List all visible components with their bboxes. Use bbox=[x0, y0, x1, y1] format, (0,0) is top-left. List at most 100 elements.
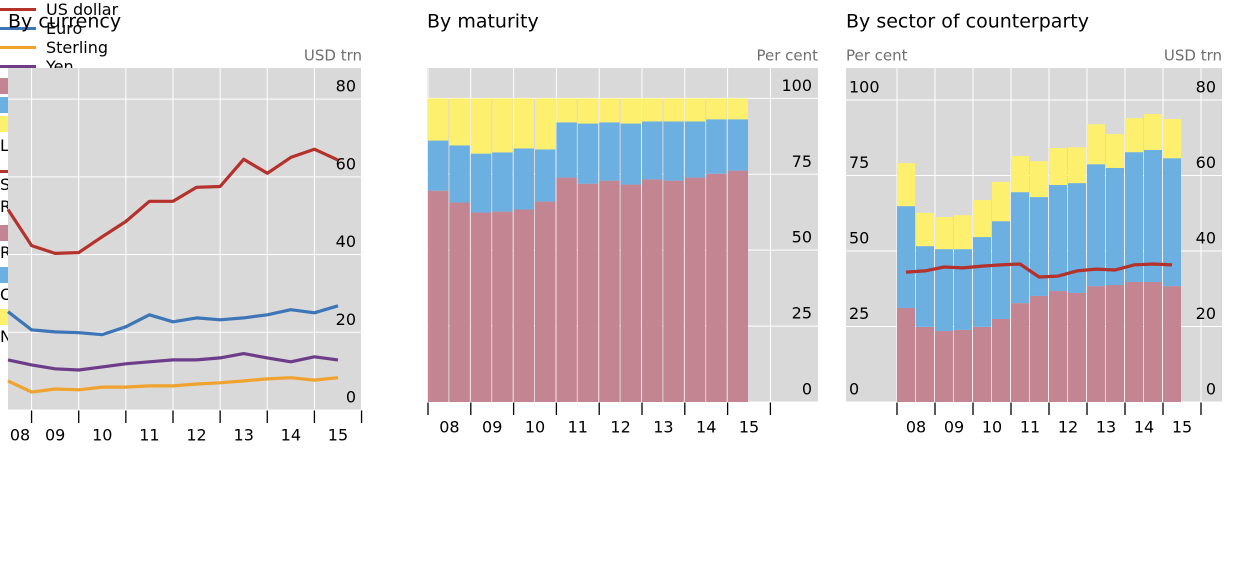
x-tick-label: 08 bbox=[906, 418, 926, 437]
bar-segment bbox=[556, 177, 577, 402]
legend-item: Sterling bbox=[0, 38, 1250, 57]
bar-segment bbox=[1163, 158, 1181, 287]
bar-segment bbox=[663, 121, 684, 181]
bar-segment bbox=[727, 98, 748, 120]
line-series bbox=[6, 147, 339, 255]
legend-label: Sterling bbox=[46, 38, 109, 57]
bar-segment bbox=[428, 98, 449, 141]
bar-segment bbox=[449, 202, 470, 402]
bar-segment bbox=[620, 123, 641, 185]
bar-segment bbox=[1011, 155, 1029, 193]
bar-segment bbox=[620, 184, 641, 402]
x-tick-label: 09 bbox=[944, 418, 964, 437]
bar-segment bbox=[1030, 161, 1048, 198]
bar-segment bbox=[897, 206, 915, 309]
bar-segment bbox=[535, 98, 556, 150]
bar-segment bbox=[954, 249, 972, 330]
x-tick-label: 12 bbox=[1058, 418, 1078, 437]
bar-segment bbox=[449, 98, 470, 146]
y2-tick-label: 0 bbox=[1206, 380, 1216, 399]
bar-segment bbox=[916, 212, 934, 247]
bar-segment bbox=[684, 121, 706, 178]
x-tick-label: 09 bbox=[482, 418, 502, 437]
axis-unit: USD trn bbox=[1164, 47, 1222, 65]
panel: By maturity 0 25 50 75 100 Per cent 08 09 10 11 12 1… bbox=[427, 11, 818, 437]
x-tick-label: 09 bbox=[45, 426, 65, 445]
legend-swatch bbox=[0, 8, 36, 11]
bar-segment bbox=[556, 122, 577, 178]
x-tick-label: 08 bbox=[10, 426, 30, 445]
x-tick-label: 14 bbox=[281, 426, 301, 445]
bar-segment bbox=[599, 122, 620, 181]
y-tick-label: 40 bbox=[336, 232, 356, 251]
bar-segment bbox=[1106, 134, 1124, 169]
bar-segment bbox=[642, 179, 663, 402]
bar-segment bbox=[1125, 152, 1143, 282]
x-tick-label: 11 bbox=[568, 418, 588, 437]
bar-segment bbox=[1125, 118, 1143, 153]
bar-segment bbox=[684, 177, 706, 402]
bar-segment bbox=[973, 326, 991, 402]
bar-segment bbox=[1144, 114, 1162, 150]
bar-segment bbox=[935, 217, 953, 250]
line-series bbox=[7, 304, 339, 337]
y-tick-label: 20 bbox=[336, 310, 356, 329]
bar-segment bbox=[470, 98, 492, 154]
plot-area bbox=[8, 68, 362, 410]
bar-segment bbox=[620, 98, 641, 124]
x-tick-label: 13 bbox=[1096, 418, 1116, 437]
bar-segment bbox=[1068, 292, 1086, 402]
x-tick-label: 10 bbox=[982, 418, 1002, 437]
x-tick-label: 12 bbox=[186, 426, 206, 445]
x-tick-label: 15 bbox=[1172, 418, 1192, 437]
x-tick-label: 15 bbox=[739, 418, 759, 437]
axis-unit: Per cent bbox=[756, 47, 818, 65]
bar-segment bbox=[727, 170, 748, 402]
bar-segment bbox=[535, 201, 556, 402]
bar-segment bbox=[1030, 295, 1048, 402]
bar-segment bbox=[935, 331, 953, 402]
bar-segment bbox=[954, 329, 972, 402]
x-tick-label: 10 bbox=[525, 418, 545, 437]
x-tick-label: 11 bbox=[139, 426, 159, 445]
line-series bbox=[7, 376, 339, 394]
axis-unit: USD trn bbox=[304, 47, 362, 65]
bar-segment bbox=[1125, 281, 1143, 402]
bar-segment bbox=[1163, 286, 1181, 402]
bar-segment bbox=[642, 121, 663, 180]
y2-tick-label: 60 bbox=[1196, 153, 1216, 172]
y-tick-label: 25 bbox=[792, 304, 812, 323]
bar-segment bbox=[1068, 183, 1086, 293]
bar-segment bbox=[492, 211, 513, 402]
bar-segment bbox=[492, 98, 513, 153]
y2-tick-label: 40 bbox=[1196, 229, 1216, 248]
bar-segment bbox=[973, 237, 991, 327]
bar-segment bbox=[535, 149, 556, 202]
bar-segment bbox=[916, 326, 934, 402]
bar-segment bbox=[897, 308, 915, 402]
bar-segment bbox=[577, 183, 599, 402]
bar-segment bbox=[1011, 192, 1029, 304]
legend-item: US dollar bbox=[0, 0, 1250, 19]
bar-segment bbox=[470, 153, 492, 213]
x-tick-label: 08 bbox=[439, 418, 459, 437]
bar-segment bbox=[513, 98, 534, 149]
line-series bbox=[905, 262, 1173, 279]
bar-segment bbox=[1049, 184, 1067, 292]
y-tick-label: 0 bbox=[849, 380, 859, 399]
bar-segment bbox=[935, 249, 953, 332]
y-tick-label: 75 bbox=[849, 153, 869, 172]
y-tick-label: 50 bbox=[792, 228, 812, 247]
bar-segment bbox=[642, 98, 663, 122]
line-series bbox=[7, 352, 339, 372]
bar-segment bbox=[897, 163, 915, 207]
legend-swatch bbox=[0, 46, 36, 49]
bar-segment bbox=[706, 173, 727, 402]
bar-segment bbox=[1087, 286, 1105, 402]
panel-title: By currency bbox=[8, 11, 121, 33]
bar-segment bbox=[1030, 197, 1048, 296]
bar-segment bbox=[470, 212, 492, 402]
bar-segment bbox=[1106, 285, 1124, 402]
